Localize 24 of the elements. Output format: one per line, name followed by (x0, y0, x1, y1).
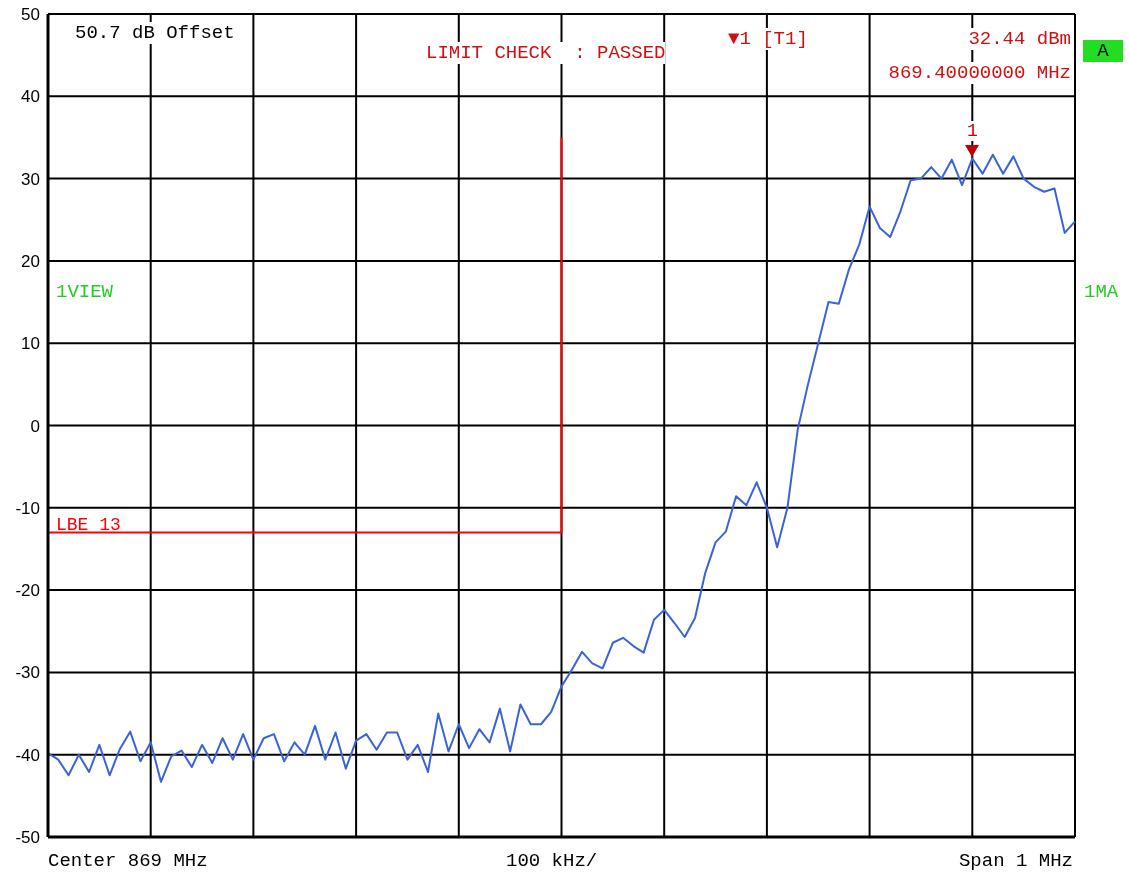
y-tick-label: -10 (15, 498, 40, 518)
text: 1MA (1084, 281, 1119, 303)
annotation: 32.44 dBm (968, 28, 1071, 50)
y-tick-label: 40 (21, 87, 40, 107)
y-tick-label: 20 (21, 251, 40, 271)
text: Center 869 MHz (48, 850, 208, 872)
y-tick-label: 0 (30, 416, 40, 436)
text: Span 1 MHz (958, 850, 1073, 872)
annotation: 50.7 dB Offset (75, 22, 235, 44)
annotation: 869.40000000 MHz (888, 62, 1071, 84)
y-tick-label: -30 (15, 663, 40, 683)
annotation: LIMIT CHECK : PASSED (426, 42, 666, 64)
y-tick-label: -50 (15, 828, 40, 848)
annotation: ▼1 [T1] (728, 28, 808, 50)
y-tick-label: 30 (21, 169, 40, 189)
annotation: 1VIEW (56, 281, 114, 303)
y-tick-label: 10 (21, 334, 40, 354)
series-label: LBE 13 (56, 515, 121, 536)
text: A (1083, 40, 1123, 62)
y-tick-label: 50 (21, 5, 40, 25)
y-tick-label: -20 (15, 581, 40, 601)
y-tick-label: -40 (15, 745, 40, 765)
annotation: 1 (962, 120, 983, 141)
text: 100 kHz/ (506, 850, 598, 872)
